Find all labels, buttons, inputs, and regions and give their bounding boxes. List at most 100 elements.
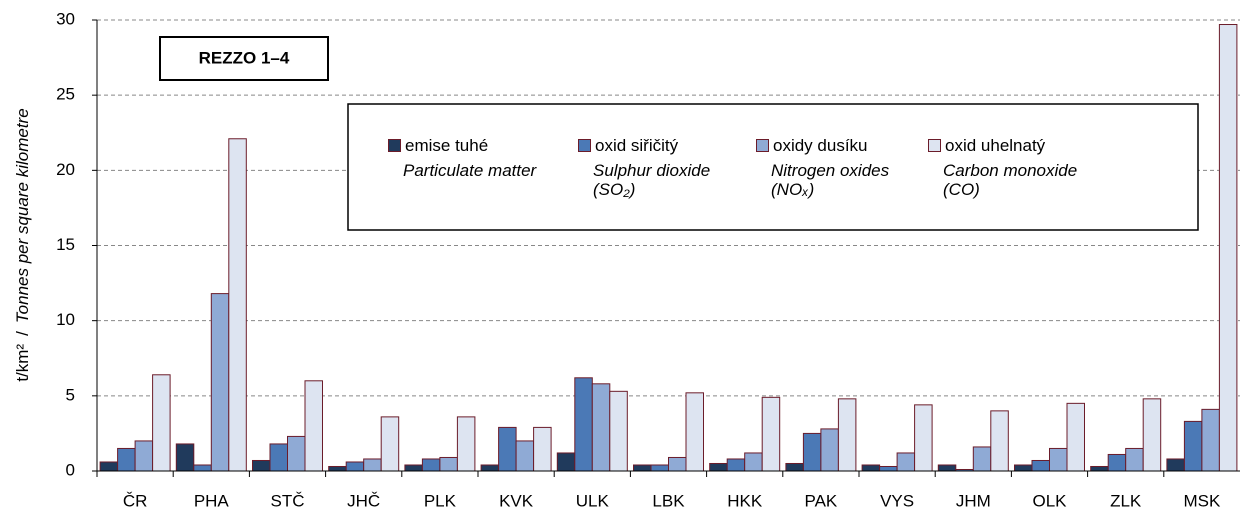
x-tick-label: MSK bbox=[1183, 491, 1221, 510]
x-tick-label: ZLK bbox=[1110, 491, 1142, 510]
y-tick-label: 10 bbox=[56, 310, 75, 329]
legend-item: emise tuhé Particulate matter bbox=[388, 136, 553, 180]
legend-label-en: Carbon monoxide (CO) bbox=[943, 161, 1078, 199]
bar bbox=[380, 416, 400, 472]
bar bbox=[1201, 408, 1220, 472]
bar bbox=[515, 440, 535, 472]
bar bbox=[668, 456, 687, 472]
x-tick-label: PHA bbox=[194, 491, 230, 510]
bar bbox=[533, 426, 552, 472]
bar bbox=[837, 398, 857, 472]
legend-item: oxid uhelnatý Carbon monoxide (CO) bbox=[928, 136, 1093, 199]
bar bbox=[439, 456, 458, 472]
bar bbox=[1218, 24, 1238, 472]
bar bbox=[1049, 447, 1068, 472]
legend-row: oxid siřičitý bbox=[578, 136, 743, 155]
bar bbox=[1183, 420, 1203, 472]
bar bbox=[193, 464, 212, 472]
bar bbox=[914, 404, 933, 472]
bar bbox=[269, 443, 288, 472]
bar bbox=[785, 462, 804, 472]
bar bbox=[609, 390, 628, 472]
y-tick-label: 0 bbox=[66, 460, 75, 479]
x-tick-label: ULK bbox=[576, 491, 610, 510]
legend-label-en: Particulate matter bbox=[403, 161, 537, 180]
legend-swatch bbox=[756, 139, 769, 152]
bar bbox=[498, 426, 517, 472]
bar bbox=[726, 458, 746, 472]
x-tick-label: JHM bbox=[956, 491, 991, 510]
y-sep: / bbox=[13, 331, 32, 336]
bar bbox=[152, 374, 171, 472]
legend-label: oxid siřičitý bbox=[595, 136, 679, 155]
bar bbox=[650, 464, 669, 472]
bar bbox=[345, 461, 365, 472]
bar bbox=[556, 452, 576, 472]
bar bbox=[99, 461, 119, 472]
bar bbox=[761, 396, 781, 472]
x-tick-label: HKK bbox=[727, 491, 763, 510]
y-tick-label: 30 bbox=[56, 9, 75, 28]
x-tick-label: STČ bbox=[271, 491, 305, 510]
bar bbox=[1166, 458, 1185, 472]
x-tick-label: VYS bbox=[880, 491, 914, 510]
y-tick-label: 15 bbox=[56, 235, 75, 254]
legend-label: oxidy dusíku bbox=[773, 136, 868, 155]
annotation: REZZO 1–4 bbox=[199, 48, 290, 67]
bar bbox=[1107, 453, 1127, 472]
bar bbox=[480, 464, 500, 472]
legend-row: oxid uhelnatý bbox=[928, 136, 1093, 155]
bar bbox=[744, 452, 763, 472]
x-tick-label: OLK bbox=[1032, 491, 1067, 510]
bar bbox=[1125, 447, 1144, 472]
legend-item: oxidy dusíku Nitrogen oxides (NOₓ) bbox=[756, 136, 921, 199]
bar bbox=[1090, 465, 1109, 472]
bar bbox=[937, 464, 957, 472]
legend-box bbox=[347, 103, 1199, 231]
bar bbox=[456, 416, 476, 472]
bar bbox=[304, 380, 323, 472]
bar bbox=[1014, 464, 1033, 472]
x-tick-label: ČR bbox=[123, 491, 148, 510]
bar bbox=[802, 432, 822, 472]
y-en: Tonnes per square kilometre bbox=[13, 108, 32, 323]
y-tick-label: 20 bbox=[56, 160, 75, 179]
bar bbox=[990, 410, 1009, 472]
bar bbox=[896, 452, 916, 472]
x-tick-label: PAK bbox=[805, 491, 838, 510]
legend-label-en: Nitrogen oxides (NOₓ) bbox=[771, 161, 890, 199]
bar bbox=[134, 440, 154, 472]
bar bbox=[820, 428, 839, 472]
y-tick-label: 25 bbox=[56, 85, 75, 104]
bar bbox=[709, 462, 728, 472]
y-tick-label: 5 bbox=[66, 385, 75, 404]
x-tick-label: KVK bbox=[499, 491, 534, 510]
legend-item: oxid siřičitý Sulphur dioxide (SO₂) bbox=[578, 136, 743, 199]
bar bbox=[210, 293, 230, 472]
y-axis-label: t/km² / Tonnes per square kilometre bbox=[13, 108, 32, 381]
bar bbox=[252, 459, 271, 472]
legend-swatch bbox=[388, 139, 401, 152]
y-unit: t/km² bbox=[13, 344, 32, 382]
bar bbox=[861, 464, 881, 472]
legend-label-en: Sulphur dioxide (SO₂) bbox=[593, 161, 711, 199]
bar bbox=[421, 458, 441, 472]
legend-row: oxidy dusíku bbox=[756, 136, 921, 155]
legend-label: oxid uhelnatý bbox=[945, 136, 1046, 155]
x-tick-label: JHČ bbox=[347, 491, 380, 510]
bar bbox=[1142, 398, 1162, 472]
legend-label: emise tuhé bbox=[405, 136, 489, 155]
x-tick-label: PLK bbox=[424, 491, 457, 510]
bar bbox=[287, 435, 306, 472]
bar bbox=[972, 446, 992, 472]
bar bbox=[879, 465, 898, 472]
bar bbox=[574, 377, 593, 472]
x-tick-label: LBK bbox=[652, 491, 685, 510]
annotation-box bbox=[159, 36, 329, 81]
bar bbox=[228, 138, 247, 472]
bar bbox=[591, 383, 611, 472]
legend-swatch bbox=[578, 139, 591, 152]
legend-row: emise tuhé bbox=[388, 136, 553, 155]
